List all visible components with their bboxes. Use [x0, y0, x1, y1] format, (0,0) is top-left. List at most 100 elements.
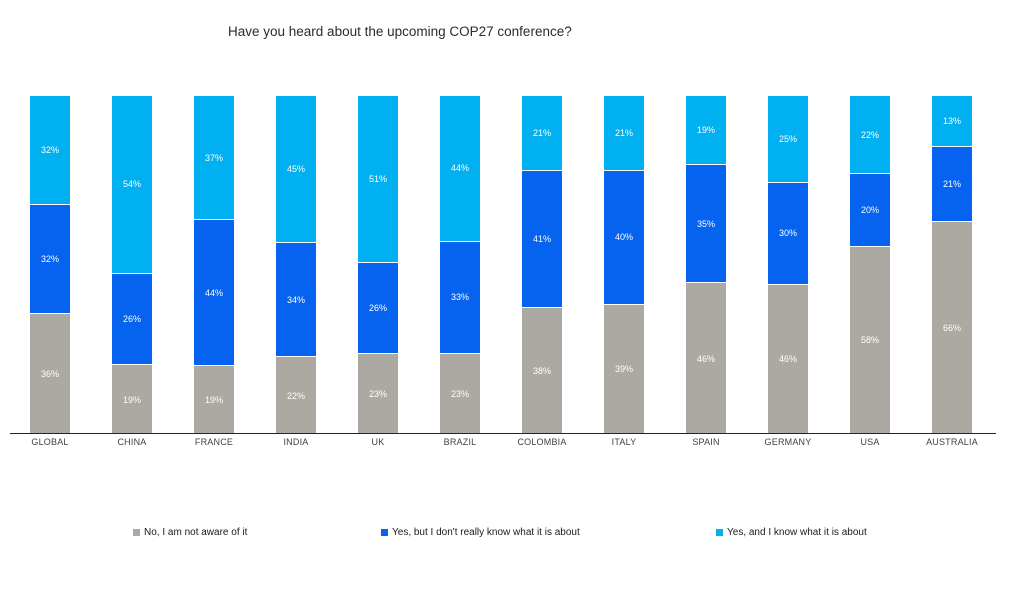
bar-segment: 46% — [686, 282, 726, 434]
bar-segment: 26% — [112, 272, 152, 365]
bar-column-china: 54% 26% 19% CHINA — [112, 96, 152, 447]
bar-column-colombia: 21% 41% 38% COLOMBIA — [517, 96, 566, 447]
bar-segment: 35% — [686, 164, 726, 283]
category-label: USA — [860, 437, 880, 447]
bar-stack: 54% 26% 19% — [112, 96, 152, 434]
bar-segment-value-label: 23% — [368, 388, 387, 399]
bar-stack: 45% 34% 22% — [276, 96, 316, 435]
bar-segment-value-label: 23% — [450, 388, 469, 399]
bar-segment: 46% — [768, 283, 808, 434]
bar-segment-value-label: 22% — [286, 390, 305, 401]
bar-segment-value-label: 19% — [122, 394, 141, 405]
legend-label-heard-dont-know: Yes, but I don't really know what it is … — [392, 527, 580, 538]
category-label: UK — [371, 437, 385, 447]
legend-item-not-aware: No, I am not aware of it — [133, 527, 247, 538]
bar-segment: 23% — [440, 352, 480, 434]
bar-segment-value-label: 54% — [122, 179, 141, 190]
category-label: INDIA — [283, 437, 309, 447]
bar-column-italy: 21% 40% 39% ITALY — [604, 96, 644, 447]
category-label: GERMANY — [764, 437, 812, 447]
bar-column-global: 32% 32% 36% GLOBAL — [30, 96, 70, 447]
bar-segment: 19% — [112, 364, 152, 434]
bar-segment-value-label: 41% — [532, 233, 551, 244]
legend-item-heard-dont-know: Yes, but I don't really know what it is … — [381, 527, 580, 538]
category-label: FRANCE — [194, 437, 234, 447]
bar-segment: 58% — [850, 245, 890, 434]
bar-segment-value-label: 46% — [778, 354, 797, 365]
bar-segment: 30% — [768, 181, 808, 284]
category-label: GLOBAL — [31, 437, 69, 447]
chart-title: Have you heard about the upcoming COP27 … — [228, 24, 572, 39]
bar-segment: 19% — [194, 364, 234, 434]
bar-stack: 21% 40% 39% — [604, 96, 644, 435]
bar-segment-value-label: 34% — [286, 294, 305, 305]
bar-stack: 44% 33% 23% — [440, 96, 480, 434]
bar-segment-value-label: 26% — [368, 302, 387, 313]
category-label: CHINA — [117, 437, 147, 447]
bar-segment-value-label: 46% — [696, 353, 715, 364]
category-label: SPAIN — [692, 437, 720, 447]
bar-segment: 51% — [358, 96, 398, 263]
bar-segment-value-label: 58% — [860, 335, 879, 346]
bar-column-australia: 13% 21% 66% AUSTRALIA — [926, 96, 978, 447]
bar-segment-value-label: 40% — [614, 232, 633, 243]
bar-segment-value-label: 13% — [942, 115, 961, 126]
bar-stack: 22% 20% 58% — [850, 96, 890, 434]
legend-swatch-lightblue-icon — [716, 529, 723, 536]
bar-segment-value-label: 21% — [942, 178, 961, 189]
bar-column-france: 37% 44% 19% FRANCE — [194, 96, 234, 447]
bar-segment-value-label: 36% — [40, 368, 59, 379]
bar-segment-value-label: 22% — [860, 129, 879, 140]
category-label: COLOMBIA — [517, 437, 567, 447]
bar-column-uk: 51% 26% 23% UK — [358, 96, 398, 447]
category-label: BRAZIL — [443, 437, 477, 447]
bar-segment: 21% — [932, 145, 972, 222]
bar-segment: 45% — [276, 96, 316, 243]
bar-segment: 22% — [850, 96, 890, 174]
bar-segment-value-label: 66% — [942, 323, 961, 334]
bar-segment: 21% — [604, 96, 644, 171]
bar-segment: 39% — [604, 303, 644, 435]
legend-label-know-about: Yes, and I know what it is about — [727, 527, 867, 538]
bar-column-usa: 22% 20% 58% USA — [850, 96, 890, 447]
bar-stack: 21% 41% 38% — [522, 96, 562, 434]
bar-segment: 44% — [440, 96, 480, 241]
x-axis-line — [10, 433, 996, 434]
bar-segment: 13% — [932, 96, 972, 146]
bar-stack: 37% 44% 19% — [194, 96, 234, 434]
bar-segment: 41% — [522, 170, 562, 307]
bar-segment-value-label: 19% — [696, 125, 715, 136]
bar-column-spain: 19% 35% 46% SPAIN — [686, 96, 726, 447]
bar-segment: 32% — [30, 203, 70, 313]
bar-segment: 36% — [30, 312, 70, 434]
bar-segment-value-label: 32% — [40, 253, 59, 264]
bar-column-brazil: 44% 33% 23% BRAZIL — [440, 96, 480, 447]
bar-segment-value-label: 44% — [204, 287, 223, 298]
bar-segment-value-label: 32% — [40, 144, 59, 155]
legend-swatch-gray-icon — [133, 529, 140, 536]
bar-stack: 51% 26% 23% — [358, 96, 398, 434]
legend-label-not-aware: No, I am not aware of it — [144, 527, 248, 538]
bar-segment: 40% — [604, 170, 644, 304]
bar-stack: 13% 21% 66% — [932, 96, 972, 434]
bar-segment: 38% — [522, 306, 562, 434]
bar-stack: 19% 35% 46% — [686, 96, 726, 434]
category-label: ITALY — [611, 437, 637, 447]
bar-segment-value-label: 21% — [614, 128, 633, 139]
bar-segment-value-label: 44% — [450, 163, 469, 174]
bar-segment-value-label: 26% — [122, 314, 141, 325]
bar-segment: 44% — [194, 219, 234, 365]
bar-stack: 32% 32% 36% — [30, 96, 70, 434]
bar-segment-value-label: 39% — [614, 364, 633, 375]
bar-segment: 66% — [932, 221, 972, 434]
bar-segment-value-label: 51% — [368, 174, 387, 185]
bar-segment-value-label: 20% — [860, 204, 879, 215]
bar-segment: 23% — [358, 352, 398, 434]
bar-segment-value-label: 21% — [532, 128, 551, 139]
bar-segment-value-label: 33% — [450, 292, 469, 303]
bar-segment: 26% — [358, 262, 398, 353]
bar-segment-value-label: 38% — [532, 365, 551, 376]
bar-segment: 25% — [768, 96, 808, 182]
